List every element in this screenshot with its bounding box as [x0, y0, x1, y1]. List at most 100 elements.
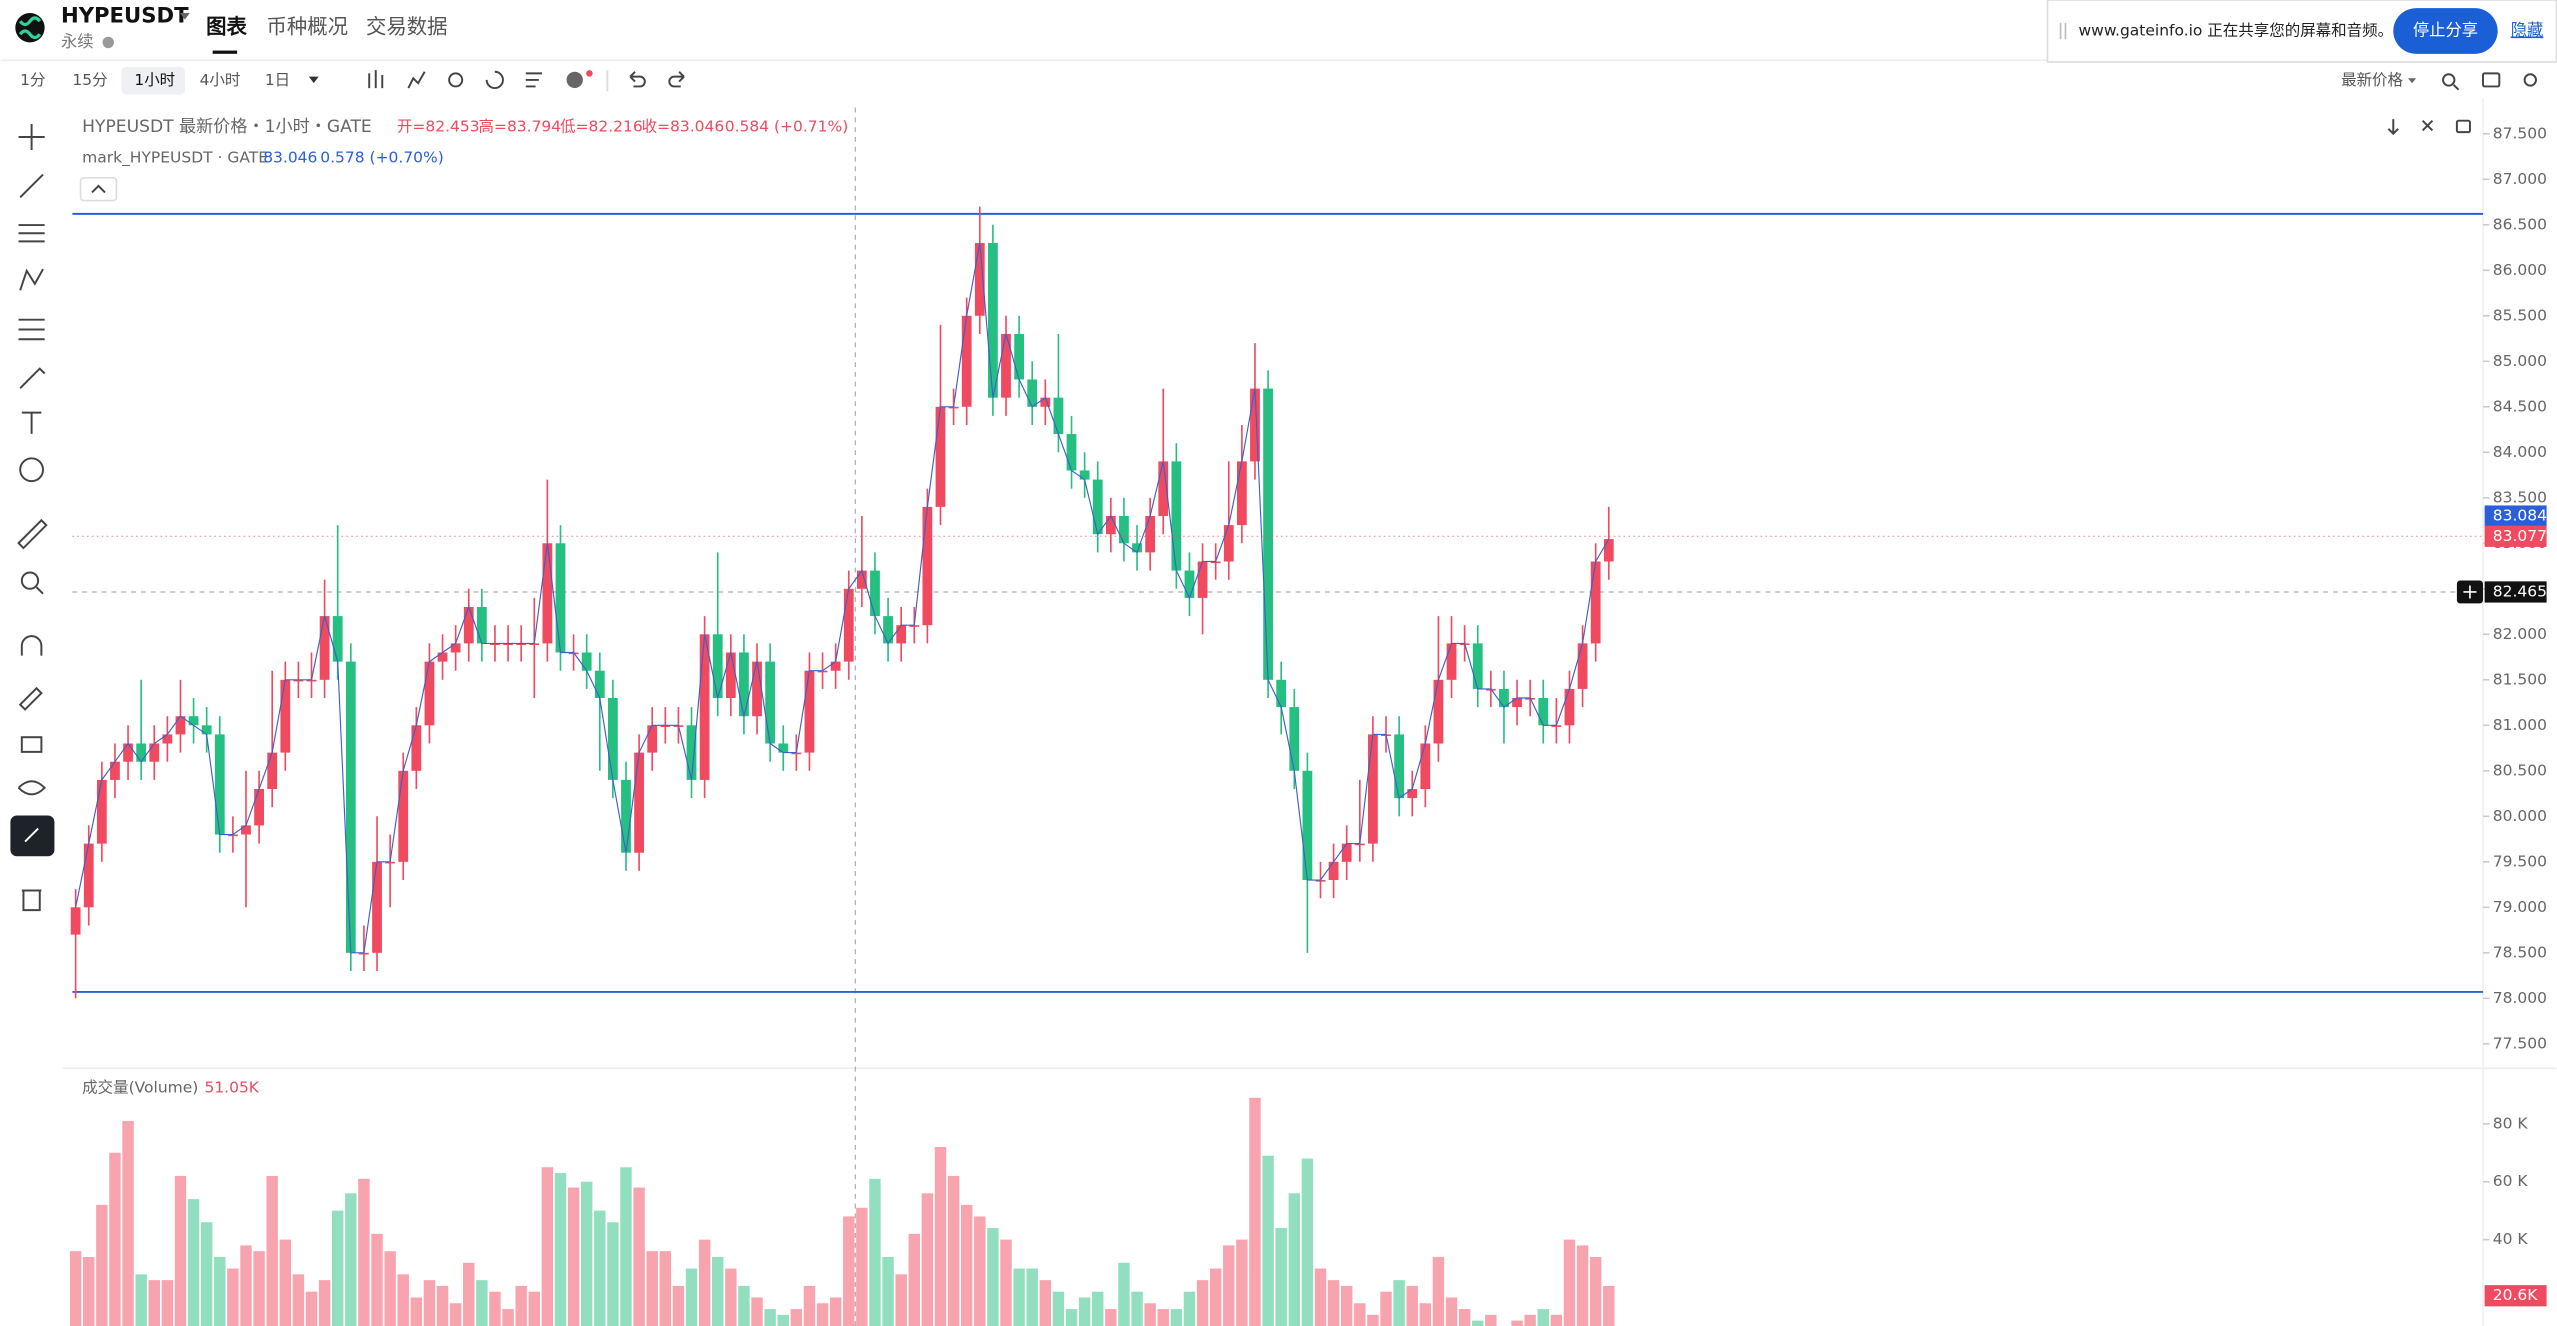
candle-body [319, 616, 330, 680]
volume-bar [436, 1285, 449, 1326]
candle-body [529, 643, 540, 646]
candle-body [1119, 515, 1129, 544]
drawing-tools[interactable] [17, 123, 48, 912]
volume-bar [1327, 1280, 1340, 1326]
candle-body [961, 315, 972, 407]
candle-body [594, 670, 605, 699]
volume-bar [371, 1233, 383, 1326]
candle-body [372, 861, 382, 953]
candle-body [437, 652, 448, 662]
volume-bar [1367, 1314, 1379, 1326]
stop-share-label[interactable]: 停止分享 [2413, 20, 2478, 39]
candle-body [634, 752, 644, 853]
pane-controls[interactable] [2387, 119, 2471, 136]
volume-bar [1170, 1309, 1183, 1326]
volume-bar [279, 1239, 292, 1326]
collapse-icon[interactable] [91, 184, 106, 194]
candle-body [1210, 561, 1221, 564]
candle-body [791, 752, 802, 755]
y-tick-label: 85.000 [2493, 352, 2547, 370]
y-tick-label: 81.500 [2493, 670, 2547, 688]
tab[interactable]: 交易数据 [366, 15, 448, 39]
price-tag-label: 83.077 [2493, 527, 2547, 545]
symbol-caret[interactable] [180, 13, 190, 20]
volume-bar [1026, 1268, 1038, 1326]
interval[interactable]: 1分 [20, 71, 45, 89]
candle-body [896, 625, 907, 644]
volume-bar [921, 1193, 934, 1326]
stop-share-button[interactable] [2393, 8, 2498, 54]
volume-bar [1236, 1239, 1248, 1326]
candle-body [1472, 643, 1483, 689]
price-source[interactable]: 最新价格 [2341, 71, 2403, 89]
candle-body [96, 779, 107, 844]
logo[interactable] [15, 13, 45, 43]
volume-bar [594, 1210, 606, 1326]
y-tick-label: 77.500 [2493, 1034, 2547, 1052]
candle-body [70, 907, 81, 935]
volume-bar [1000, 1239, 1012, 1326]
candle-body [1040, 397, 1051, 407]
candle-body [817, 670, 828, 673]
header-right-icons[interactable] [2442, 72, 2537, 91]
volume-bar [332, 1210, 344, 1326]
interval[interactable]: 1日 [265, 71, 290, 89]
candle-body [856, 570, 867, 589]
volume-bar [266, 1175, 278, 1326]
candle-body [332, 616, 343, 662]
candle-body [241, 825, 251, 835]
volume-bar [633, 1187, 645, 1326]
volume-bar [489, 1291, 501, 1326]
candle-body [1145, 515, 1156, 553]
interval-caret[interactable] [308, 76, 319, 84]
symbol[interactable]: HYPEUSDT [61, 2, 189, 27]
volume-bar [1249, 1097, 1261, 1326]
candle-body [411, 725, 422, 771]
volume-bar [816, 1303, 829, 1326]
contract: 永续 [61, 32, 94, 51]
interval[interactable]: 4小时 [200, 71, 241, 89]
candle-body [725, 652, 736, 699]
volume-bar [397, 1274, 409, 1326]
legend-low: 低=82.216 [560, 118, 643, 136]
volume-bar [803, 1285, 816, 1326]
collapse-button[interactable] [79, 176, 118, 202]
y-tick-label: 81.000 [2493, 716, 2547, 734]
toolbar-icons[interactable] [368, 70, 685, 92]
volume-bar [567, 1187, 580, 1326]
share-handle[interactable] [2059, 22, 2067, 40]
price-source-caret[interactable] [2407, 78, 2417, 84]
price-tag-label: 82.465 [2493, 582, 2547, 600]
candle-body [293, 679, 304, 682]
volume-bar [1065, 1309, 1078, 1326]
volume-bar [1380, 1291, 1392, 1326]
tab[interactable]: 图表 [206, 15, 247, 39]
volume-bar [423, 1280, 436, 1326]
candle-body [227, 834, 238, 837]
price-tag [2484, 581, 2547, 603]
hide-link[interactable]: 隐藏 [2511, 20, 2544, 39]
info-icon[interactable] [102, 36, 114, 49]
volume-tag [2484, 1285, 2547, 1307]
candle-body [1171, 461, 1182, 571]
candle-body [306, 679, 317, 682]
y-tick-label: 87.000 [2493, 170, 2547, 188]
interval[interactable]: 15分 [72, 71, 107, 89]
volume-bar [843, 1216, 855, 1326]
tab[interactable]: 币种概况 [266, 15, 348, 39]
volume-bar [96, 1204, 108, 1326]
volume-bar [227, 1268, 239, 1326]
price-tag [2484, 525, 2547, 547]
legend-high: 高=83.794 [478, 118, 561, 136]
candle-body [909, 625, 920, 627]
volume-bar [305, 1291, 318, 1326]
volume-bar [1314, 1268, 1327, 1326]
volume-bar [69, 1251, 82, 1326]
logo-mark [18, 16, 42, 40]
interval[interactable]: 1小时 [134, 71, 175, 89]
legend-title: HYPEUSDT 最新价格・1小时・GATE [82, 117, 372, 137]
volume-bar [410, 1297, 423, 1326]
volume-bar [1458, 1309, 1471, 1326]
volume-bar [764, 1309, 776, 1326]
candle-body [1105, 515, 1116, 535]
